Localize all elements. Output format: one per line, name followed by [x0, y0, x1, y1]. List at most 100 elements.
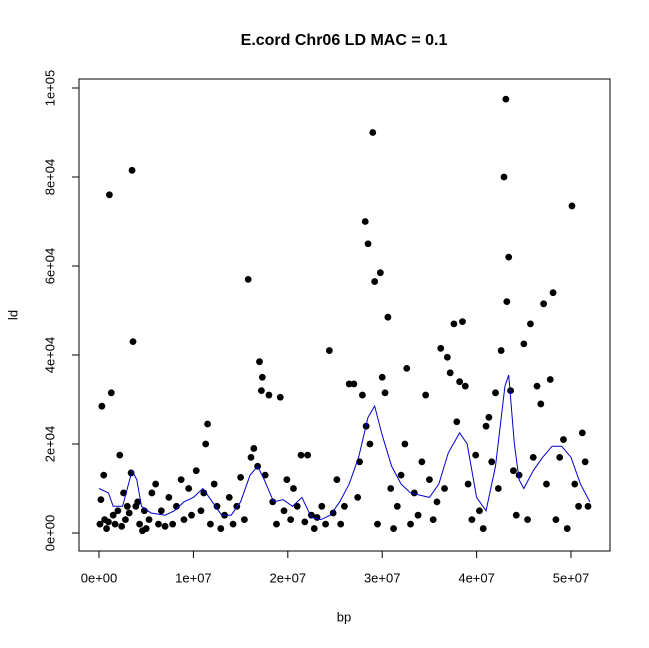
point — [350, 380, 358, 388]
point — [148, 489, 156, 497]
point — [429, 516, 437, 524]
chart-title: E.cord Chr06 LD MAC = 0.1 — [241, 32, 448, 49]
point — [407, 520, 414, 528]
point — [488, 458, 496, 466]
point — [441, 485, 448, 492]
point — [301, 518, 309, 526]
point — [403, 364, 411, 372]
point — [97, 496, 105, 504]
point — [122, 516, 129, 524]
point — [280, 507, 288, 515]
point — [273, 520, 280, 528]
point — [337, 520, 345, 528]
point — [318, 502, 326, 510]
point — [464, 480, 472, 488]
point — [378, 373, 386, 381]
point — [520, 340, 528, 348]
point — [258, 373, 266, 381]
point — [453, 418, 461, 426]
point — [310, 525, 318, 532]
point — [414, 511, 422, 519]
point — [134, 498, 142, 506]
point — [433, 498, 441, 506]
point — [200, 489, 208, 497]
point — [578, 429, 586, 437]
point — [207, 520, 214, 528]
point — [204, 420, 211, 428]
point — [485, 413, 493, 421]
point — [500, 173, 508, 181]
point — [250, 445, 258, 452]
point — [304, 451, 312, 459]
point — [456, 378, 464, 386]
point — [169, 520, 177, 528]
point — [515, 471, 523, 479]
point — [546, 376, 554, 383]
point — [568, 202, 576, 210]
point — [390, 525, 397, 532]
point — [450, 320, 458, 328]
point — [549, 289, 557, 297]
point — [105, 191, 113, 199]
point — [142, 525, 150, 532]
x-tick-label: 1e+07 — [175, 570, 212, 585]
point — [96, 520, 104, 528]
y-tick-label: 4e+04 — [42, 337, 57, 374]
point — [202, 440, 210, 448]
point — [265, 391, 273, 399]
point — [503, 298, 511, 305]
point — [128, 166, 136, 174]
point — [257, 387, 265, 394]
point — [165, 493, 173, 501]
point — [177, 476, 185, 483]
point — [188, 511, 195, 519]
point — [109, 511, 117, 519]
point — [125, 509, 133, 517]
y-tick-label: 6e+04 — [42, 248, 57, 285]
smooth-line — [98, 374, 591, 521]
point — [210, 480, 218, 488]
point — [358, 391, 366, 399]
point — [476, 507, 483, 515]
x-tick-label: 0e+00 — [81, 570, 118, 585]
point — [98, 402, 106, 410]
point — [329, 509, 337, 517]
point — [293, 502, 301, 510]
point — [497, 347, 505, 354]
point — [461, 382, 469, 390]
point — [397, 471, 405, 479]
point — [387, 485, 395, 492]
y-tick-label: 0e+00 — [42, 515, 57, 552]
point — [240, 516, 248, 524]
point — [502, 95, 510, 103]
point — [482, 422, 490, 430]
point — [155, 520, 162, 528]
point — [225, 493, 233, 501]
point — [244, 275, 252, 283]
point — [161, 522, 169, 530]
point — [105, 518, 112, 526]
x-tick-label: 2e+07 — [270, 570, 307, 585]
point — [152, 480, 160, 488]
point — [269, 498, 277, 506]
point — [563, 525, 571, 532]
point — [381, 389, 389, 397]
point — [537, 400, 545, 408]
point — [118, 522, 126, 530]
point — [371, 278, 379, 285]
y-tick-label: 2e+04 — [42, 426, 57, 463]
point — [494, 485, 502, 492]
point — [512, 511, 520, 519]
point — [341, 502, 348, 510]
point — [492, 389, 499, 397]
point — [237, 473, 245, 481]
point — [354, 493, 362, 501]
point — [116, 451, 124, 459]
point — [507, 387, 514, 394]
x-axis-label: bp — [337, 609, 351, 624]
point — [247, 453, 255, 461]
x-tick-label: 4e+07 — [458, 570, 495, 585]
point — [374, 520, 381, 528]
point — [393, 502, 401, 510]
y-tick-label: 8e+04 — [42, 159, 57, 196]
